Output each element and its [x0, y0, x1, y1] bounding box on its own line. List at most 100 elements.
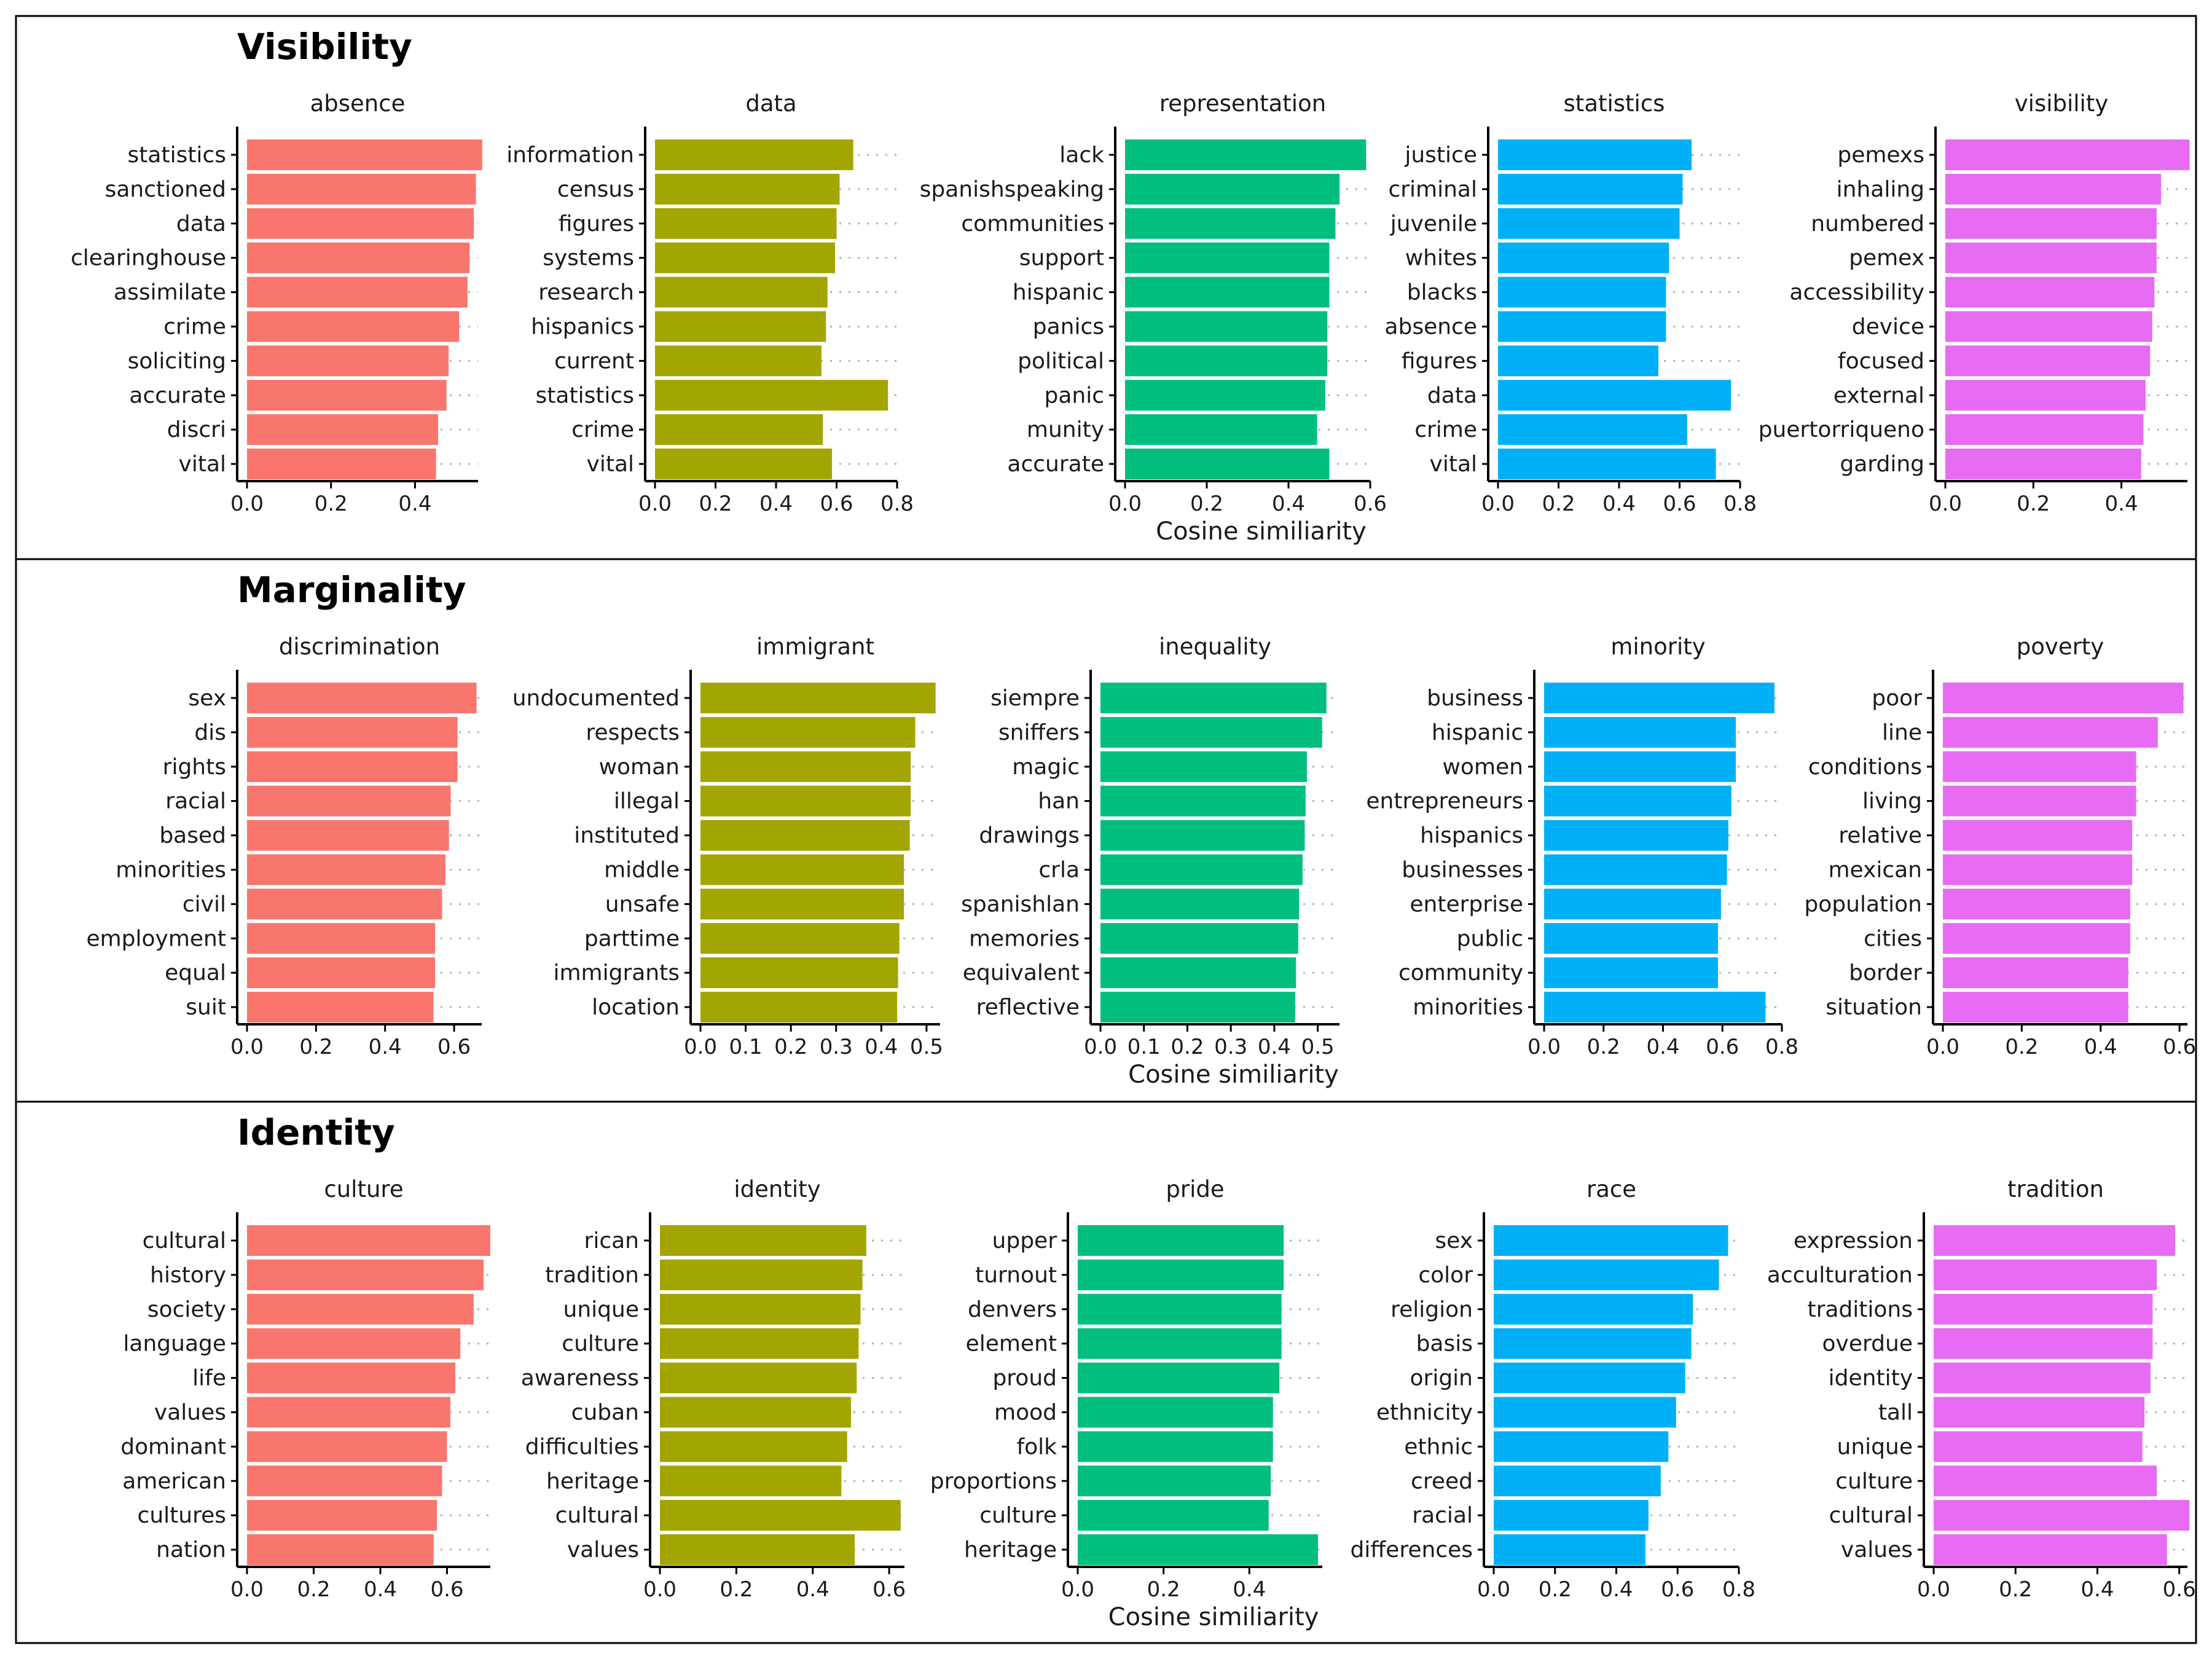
category-label: drawings: [979, 823, 1080, 849]
bar-upper: [1078, 1225, 1284, 1256]
category-label: traditions: [1807, 1297, 1913, 1322]
category-label: based: [159, 823, 226, 849]
category-label: external: [1834, 383, 1924, 408]
panel-title: tradition: [2007, 1176, 2104, 1202]
category-label: equal: [165, 960, 226, 986]
x-tick-label: 0.6: [820, 492, 853, 516]
bar-sanctioned: [247, 173, 476, 205]
panel-identity: identity rican tradition unique culture aware…: [521, 1176, 906, 1602]
category-label: vital: [587, 452, 634, 477]
x-tick-label: 0.2: [2005, 1035, 2038, 1059]
category-label: history: [150, 1263, 226, 1288]
bar-public: [1544, 923, 1718, 954]
bar-cuban: [660, 1397, 851, 1428]
x-tick-label: 0.2: [1190, 492, 1223, 516]
bar-crime: [1498, 414, 1687, 445]
bar-crime: [655, 414, 823, 445]
x-tick-label: 0.2: [1542, 492, 1575, 516]
bar-current: [655, 345, 822, 377]
bar-information: [655, 139, 853, 170]
bar-tradition: [660, 1259, 863, 1290]
bar-racial: [247, 785, 451, 817]
bar-figures: [655, 208, 837, 239]
category-label: religion: [1390, 1297, 1473, 1322]
bar-panics: [1125, 311, 1328, 342]
bar-pemex: [1945, 242, 2157, 273]
category-label: woman: [599, 755, 680, 780]
bar-munity: [1125, 414, 1317, 445]
category-label: culture: [979, 1503, 1057, 1528]
x-tick-label: 0.4: [1646, 1035, 1679, 1059]
group-title: Identity: [237, 1112, 395, 1153]
x-tick-label: 0.4: [1599, 1577, 1633, 1602]
category-label: living: [1862, 789, 1922, 814]
x-tick-label: 0.0: [230, 1035, 264, 1059]
category-label: data: [176, 211, 226, 237]
category-label: awareness: [521, 1366, 639, 1391]
bar-drawings: [1100, 820, 1305, 851]
bar-differences: [1494, 1534, 1645, 1566]
chart-groups: Visibility absence statistics sanctioned dat…: [16, 26, 2196, 1631]
panel-data: data information census figures systems resea…: [506, 90, 914, 516]
category-label: values: [1841, 1537, 1913, 1563]
bar-basis: [1494, 1328, 1692, 1359]
x-tick-label: 0.2: [1171, 1035, 1204, 1059]
bar-cultural: [1934, 1500, 2190, 1531]
category-label: border: [1849, 960, 1922, 986]
category-label: suit: [186, 995, 226, 1020]
category-label: inhaling: [1837, 177, 1924, 202]
bar-spanishspeaking: [1125, 173, 1340, 205]
category-label: sex: [188, 686, 226, 711]
bar-vital: [655, 449, 833, 480]
bar-cultures: [247, 1500, 437, 1531]
bar-minorities: [247, 854, 446, 885]
panel-inequality: inequality siempre sniffers magic han drawing…: [961, 633, 1339, 1059]
bar-numbered: [1945, 208, 2157, 239]
category-label: mood: [994, 1400, 1057, 1425]
x-tick-label: 0.6: [873, 1577, 906, 1602]
bar-rights: [247, 751, 458, 782]
bar-sex: [247, 682, 477, 713]
bar-american: [247, 1465, 442, 1497]
group-title: Marginality: [237, 569, 466, 611]
panel-title: visibility: [2015, 90, 2108, 117]
panel-visibility: visibility pemexs inhaling numbered pemex acc…: [1759, 90, 2190, 516]
category-label: ethnicity: [1376, 1400, 1473, 1425]
bar-statistics: [655, 380, 888, 411]
x-tick-label: 0.4: [2084, 1035, 2117, 1059]
category-label: juvenile: [1390, 211, 1477, 237]
category-label: figures: [559, 211, 634, 237]
category-label: spanishspeaking: [920, 177, 1104, 202]
category-label: rights: [163, 755, 226, 780]
chart-group-visibility: Visibility absence statistics sanctioned dat…: [71, 26, 2190, 546]
bar-dis: [247, 716, 458, 748]
chart-group-marginality: Marginality discrimination sex dis rights rac…: [86, 569, 2196, 1089]
panel-title: representation: [1159, 90, 1326, 117]
category-label: middle: [604, 857, 680, 882]
category-label: unsafe: [605, 892, 680, 917]
x-tick-label: 0.6: [1354, 492, 1387, 516]
category-label: racial: [165, 789, 226, 814]
x-tick-label: 0.2: [1587, 1035, 1620, 1059]
x-tick-label: 0.2: [297, 1577, 330, 1602]
bar-reflective: [1100, 992, 1295, 1023]
category-label: panic: [1044, 383, 1104, 408]
bar-element: [1078, 1328, 1282, 1359]
x-tick-label: 0.0: [230, 492, 264, 516]
x-tick-label: 0.0: [1108, 492, 1142, 516]
bar-hispanic: [1544, 716, 1736, 748]
bar-respects: [700, 716, 916, 748]
category-label: spanishlan: [961, 892, 1080, 917]
category-label: relative: [1838, 823, 1922, 849]
category-label: hispanic: [1013, 280, 1104, 305]
x-tick-label: 0.0: [638, 492, 672, 516]
bar-parttime: [700, 923, 900, 954]
category-label: current: [554, 348, 634, 374]
bar-unique: [1934, 1431, 2143, 1462]
panel-absence: absence statistics sanctioned data clearingh…: [71, 90, 482, 516]
bar-unique: [660, 1293, 861, 1325]
bar-instituted: [700, 820, 910, 851]
category-label: hispanic: [1432, 720, 1523, 745]
bar-denvers: [1078, 1293, 1282, 1325]
bar-values: [660, 1534, 855, 1566]
